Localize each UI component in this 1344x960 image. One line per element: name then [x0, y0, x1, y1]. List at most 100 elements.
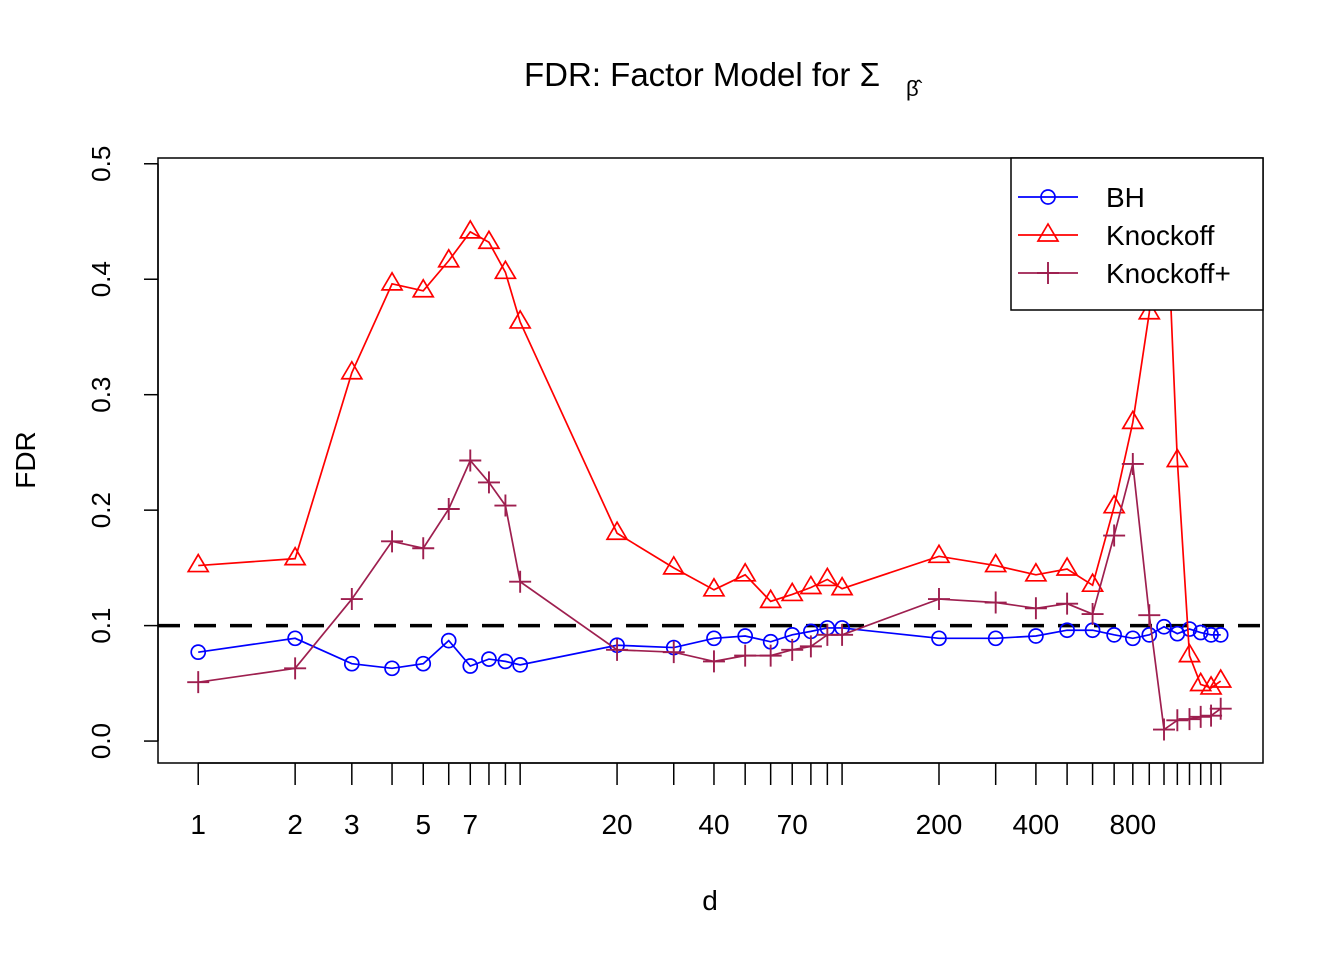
x-tick-label: 5 — [415, 809, 431, 840]
data-point-knockoff-plus — [1081, 603, 1104, 626]
data-point-bh — [512, 657, 529, 673]
data-point-knockoff-plus — [781, 638, 804, 661]
legend-marker-bh-icon — [1040, 189, 1056, 205]
y-axis: 0.0 0.1 0.2 0.3 0.4 0.5 — [86, 146, 159, 759]
data-point-bh — [497, 653, 514, 670]
legend: BH Knockoff Knockoff+ — [1010, 157, 1264, 311]
data-point-bh — [1212, 626, 1229, 643]
data-point-knockoff-plus — [1103, 524, 1126, 547]
data-point-knockoff — [1121, 409, 1145, 430]
data-point-knockoff — [815, 566, 839, 587]
data-point-knockoff — [411, 278, 435, 298]
data-point-knockoff — [437, 248, 461, 268]
data-point-knockoff-plus — [437, 497, 460, 520]
data-point-knockoff — [780, 581, 804, 602]
data-point-knockoff — [1102, 494, 1126, 514]
data-point-knockoff — [1209, 668, 1233, 688]
data-point-bh — [1181, 621, 1198, 637]
data-point-knockoff — [380, 271, 404, 291]
data-point-knockoff-plus — [412, 537, 435, 560]
x-tick-label: 7 — [462, 809, 478, 840]
data-point-knockoff — [1024, 562, 1048, 582]
y-axis-label: FDR — [10, 431, 41, 489]
data-point-knockoff — [186, 552, 210, 573]
data-point-knockoff-plus — [509, 570, 532, 593]
legend-marker-knockoff-icon — [1036, 222, 1060, 242]
data-point-bh — [1192, 624, 1209, 641]
data-point-knockoff-plus — [927, 588, 950, 611]
data-point-knockoff-plus — [799, 635, 822, 658]
y-tick-label: 0.3 — [86, 377, 116, 413]
y-tick-label: 0.2 — [86, 492, 116, 528]
data-point-knockoff-plus — [1178, 708, 1201, 731]
x-tick-label: 400 — [1013, 809, 1060, 840]
data-point-bh — [1106, 626, 1122, 643]
data-point-knockoff — [799, 574, 823, 595]
data-point-knockoff-plus — [759, 644, 782, 667]
data-point-bh — [481, 651, 497, 667]
data-point-knockoff — [1081, 572, 1105, 593]
data-point-bh — [1028, 628, 1044, 644]
x-tick-label: 200 — [916, 809, 963, 840]
x-axis: 1 2 3 5 7 20 40 70 200 400 800 — [190, 762, 1222, 840]
chart-title: FDR: Factor Model for Σ — [524, 56, 880, 93]
series-line-bh — [198, 625, 1221, 670]
data-point-knockoff-plus — [1056, 592, 1079, 615]
data-point-bh — [1203, 626, 1219, 643]
data-point-bh — [462, 658, 479, 674]
data-point-bh — [987, 630, 1004, 647]
data-point-knockoff — [759, 588, 783, 609]
x-tick-label: 20 — [601, 809, 632, 840]
data-point-knockoff-plus — [477, 471, 500, 494]
data-point-bh — [415, 655, 432, 672]
data-point-knockoff-plus — [1138, 604, 1161, 627]
legend-label-knockoff: Knockoff — [1106, 220, 1215, 251]
data-point-bh — [287, 630, 303, 647]
data-point-bh — [190, 644, 207, 661]
data-point-knockoff-plus — [494, 494, 517, 517]
y-tick-label: 0.5 — [86, 146, 116, 182]
data-point-knockoff — [733, 562, 757, 582]
data-point-bh — [1156, 618, 1172, 635]
y-tick-label: 0.4 — [86, 261, 116, 297]
data-point-knockoff-plus — [381, 530, 404, 553]
data-point-knockoff — [1055, 556, 1079, 576]
data-point-knockoff — [830, 575, 854, 596]
data-point-knockoff-plus — [1166, 709, 1189, 732]
data-point-knockoff-plus — [284, 657, 307, 680]
data-point-bh — [737, 628, 754, 644]
data-point-knockoff-plus — [831, 623, 854, 646]
data-point-knockoff-plus — [1189, 705, 1212, 728]
x-tick-label: 3 — [344, 809, 360, 840]
data-point-knockoff-plus — [734, 644, 757, 667]
data-point-knockoff — [702, 577, 726, 597]
data-point-knockoff — [458, 219, 482, 239]
data-point-knockoff — [662, 555, 686, 575]
data-point-bh — [384, 660, 400, 677]
data-point-knockoff-plus — [1121, 452, 1144, 475]
data-point-knockoff — [1154, 130, 1174, 147]
data-point-knockoff-plus — [459, 449, 482, 472]
data-point-knockoff-plus — [702, 650, 725, 673]
data-point-knockoff-plus — [1153, 718, 1176, 741]
data-point-knockoff — [1189, 671, 1213, 692]
data-point-knockoff — [508, 309, 532, 329]
x-axis-label: d — [702, 885, 718, 916]
y-tick-label: 0.1 — [86, 608, 116, 644]
data-point-knockoff — [1165, 447, 1189, 468]
data-point-bh — [706, 630, 722, 647]
data-point-knockoff — [340, 360, 364, 380]
data-point-knockoff-plus — [1209, 697, 1232, 720]
x-tick-label: 70 — [777, 809, 808, 840]
legend-label-knockoff-plus: Knockoff+ — [1106, 258, 1231, 289]
data-point-bh — [440, 632, 457, 649]
legend-marker-knockoff-plus-icon — [1037, 262, 1059, 284]
x-tick-label: 800 — [1109, 809, 1156, 840]
data-point-bh — [1059, 622, 1075, 639]
series-bh — [190, 618, 1229, 677]
data-point-bh — [931, 630, 947, 647]
chart-title-subscript: β̂ — [906, 76, 923, 101]
data-point-knockoff — [984, 552, 1008, 573]
x-tick-label: 1 — [190, 809, 206, 840]
